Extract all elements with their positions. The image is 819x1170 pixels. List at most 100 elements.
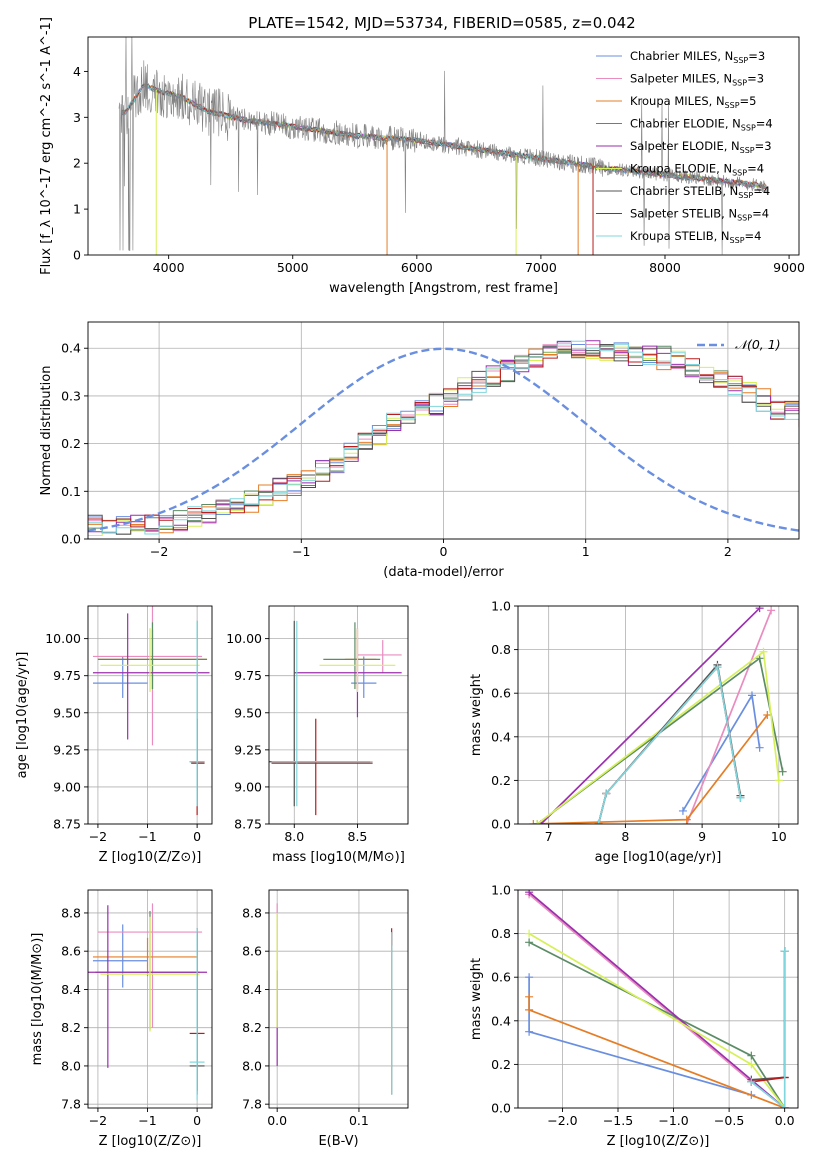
plot-area — [529, 606, 787, 824]
x-tick-label: 9000 — [773, 260, 805, 275]
y-tick-label: 8.75 — [53, 817, 81, 832]
y-tick-label: 8.4 — [242, 982, 262, 997]
x-tick-label: 9 — [698, 829, 706, 844]
x-tick-label: −1 — [138, 1113, 156, 1128]
x-axis-label: age [log10(age/yr)] — [595, 850, 722, 865]
mass-weight-marker — [747, 1077, 756, 1086]
axes-frame-weight_vs_Z: −2.0 −1.5 −1.0 −0.5 0.0 0.0 0.2 0.4 0.6 0.8 1.0 Z [… — [469, 883, 799, 1149]
mass-weight-marker — [602, 789, 611, 798]
y-tick-label: 9.75 — [53, 668, 81, 683]
legend-label: Salpeter MILES, NSSP=3 — [630, 72, 764, 88]
legend-label: Kroupa STELIB, NSSP=4 — [630, 229, 761, 245]
x-axis-label: Z [log10(Z/Z⊙)] — [607, 1134, 710, 1149]
legend-label: Chabrier ELODIE, NSSP=4 — [630, 117, 773, 133]
x-tick-label: 0 — [440, 544, 448, 559]
y-tick-label: 9.50 — [234, 705, 262, 720]
y-tick-label: 0.4 — [491, 1013, 511, 1028]
y-axis-label: mass weight — [469, 674, 484, 756]
axes-frame — [87, 889, 213, 1109]
mass-weight-marker — [759, 647, 768, 656]
mass-weight-marker — [529, 820, 538, 824]
mass-weight-marker — [747, 1051, 756, 1060]
y-tick-label: 9.75 — [234, 668, 262, 683]
plot-area — [92, 606, 210, 816]
y-tick-label: 0.8 — [491, 642, 511, 657]
x-axis-label: E(B-V) — [318, 1134, 358, 1149]
mass-weight-line — [528, 891, 786, 1108]
legend-subscript: SSP — [740, 146, 755, 155]
x-tick-label: −2 — [89, 1113, 107, 1128]
panel-spectrum — [118, 37, 767, 255]
legend-label-rest: =3 — [747, 72, 764, 86]
y-tick-label: 9.25 — [234, 742, 262, 757]
y-tick-label: 0.4 — [61, 341, 81, 356]
x-axis-label: wavelength [Angstrom, rest frame] — [329, 281, 558, 296]
legend-label-rest: =4 — [745, 229, 762, 243]
x-tick-label: 7 — [545, 829, 553, 844]
x-axis-label: Z [log10(Z/Z⊙)] — [99, 1134, 202, 1149]
y-tick-label: 10.00 — [226, 631, 262, 646]
x-axis-label: Z [log10(Z/Z⊙)] — [99, 850, 202, 865]
axes-frame-spectrum: 4000 5000 6000 7000 8000 9000 0 1 2 3 4 wavelength … — [39, 17, 805, 296]
legend-subscript: SSP — [737, 214, 752, 223]
mass-weight-marker — [774, 776, 783, 785]
y-tick-label: 7.8 — [242, 1097, 262, 1112]
mass-weight-marker — [525, 890, 534, 897]
residual-histogram — [88, 348, 799, 531]
mass-weight-marker — [767, 606, 776, 615]
figure-title: PLATE=1542, MJD=53734, FIBERID=0585, z=0… — [248, 14, 635, 32]
legend-label-rest: =4 — [756, 117, 773, 131]
x-tick-label: 0 — [193, 829, 201, 844]
plot-area — [118, 37, 767, 255]
y-tick-label: 8.8 — [242, 905, 262, 920]
mass-weight-marker — [755, 743, 764, 752]
x-tick-label: −2.0 — [547, 1113, 577, 1128]
legend-label: Chabrier STELIB, NSSP=4 — [630, 184, 770, 200]
y-tick-label: 8.2 — [61, 1020, 81, 1035]
x-tick-label: −1.5 — [603, 1113, 633, 1128]
mass-weight-marker — [747, 691, 756, 700]
axes-frame — [87, 36, 800, 256]
y-tick-label: 0 — [73, 248, 81, 263]
axes-frame-weight_vs_age: 7 8 9 10 0.0 0.2 0.4 0.6 0.8 1.0 age [log10(age/yr… — [469, 599, 799, 865]
mass-weight-marker — [533, 820, 542, 824]
mass-weight-marker — [525, 1027, 534, 1036]
plot-area — [276, 903, 393, 1095]
panel-age_vs_Z — [88, 606, 212, 825]
x-tick-label: 0.0 — [267, 1113, 287, 1128]
mass-weight-marker — [736, 793, 745, 802]
mass-weight-marker — [525, 973, 534, 982]
legend-label: Salpeter STELIB, NSSP=4 — [630, 207, 769, 223]
y-tick-label: 0.1 — [61, 484, 81, 499]
legend-subscript: SSP — [732, 169, 747, 178]
axes-frame — [87, 605, 213, 825]
mass-weight-line — [597, 665, 742, 824]
x-axis-label: mass [log10(M/M⊙)] — [272, 850, 405, 865]
y-tick-label: 0.2 — [491, 1057, 511, 1072]
y-tick-label: 0.2 — [491, 773, 511, 788]
y-tick-label: 7.8 — [61, 1097, 81, 1112]
y-tick-label: 0.6 — [491, 970, 511, 985]
axes-frame — [517, 605, 799, 825]
panel-mass_vs_ebv — [269, 890, 408, 1108]
mass-weight-line — [540, 607, 761, 824]
x-tick-label: 0 — [193, 1113, 201, 1128]
mass-weight-marker — [525, 1005, 534, 1014]
y-tick-label: 10.00 — [45, 631, 81, 646]
mass-weight-marker — [678, 806, 687, 815]
y-tick-label: 1.0 — [491, 599, 511, 614]
x-tick-label: 8.0 — [284, 829, 304, 844]
y-tick-label: 8.6 — [242, 944, 262, 959]
y-tick-label: 0.8 — [491, 926, 511, 941]
y-axis-label: Flux [f_λ 10^-17 erg cm^-2 s^-1 A^-1] — [39, 17, 54, 275]
plot-area — [88, 340, 799, 536]
legend-label: Salpeter ELODIE, NSSP=3 — [630, 139, 772, 155]
legend-subscript: SSP — [725, 101, 740, 110]
legend-label-rest: =3 — [755, 139, 772, 153]
x-tick-label: 2 — [724, 544, 732, 559]
legend-subscript: SSP — [741, 124, 756, 133]
legend-subscript: SSP — [730, 236, 745, 245]
mass-weight-marker — [594, 820, 603, 824]
mass-weight-marker — [525, 992, 534, 1001]
